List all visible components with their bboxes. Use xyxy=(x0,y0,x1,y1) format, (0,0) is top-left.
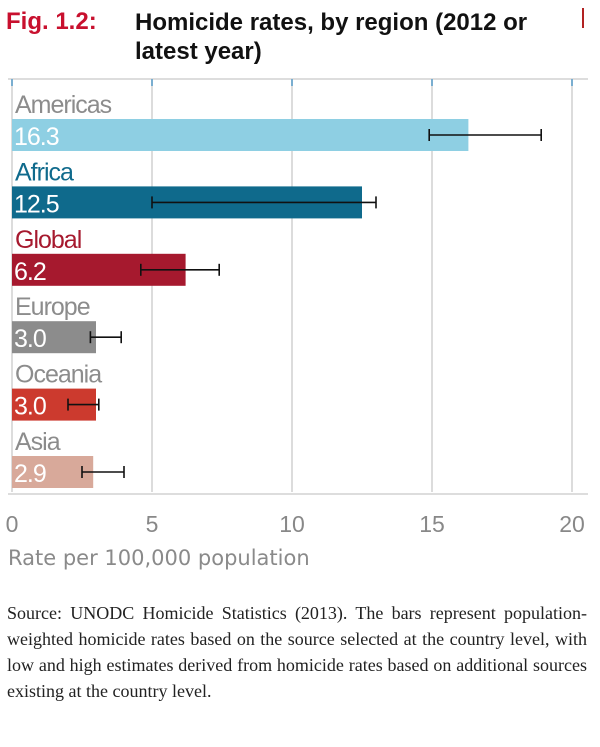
value-label: 6.2 xyxy=(14,258,46,286)
corner-mark xyxy=(582,8,584,28)
value-label: 2.9 xyxy=(14,460,46,488)
x-tick-label: 20 xyxy=(559,511,585,537)
bar xyxy=(12,456,94,488)
x-tick-label: 15 xyxy=(419,511,445,537)
category-label: Americas xyxy=(15,91,112,119)
value-label: 16.3 xyxy=(14,123,59,151)
x-tick-label: 0 xyxy=(6,511,19,537)
value-label: 3.0 xyxy=(14,393,46,421)
bar-chart: Americas 16.3 Africa 12.5 Global 6.2 Europe 3.0… xyxy=(6,78,588,537)
source-note: Source: UNODC Homicide Statistics (2013)… xyxy=(7,603,587,701)
value-label: 12.5 xyxy=(14,190,59,218)
x-axis-label: Rate per 100,000 population xyxy=(8,546,310,570)
chart-title: Homicide rates, by region (2012 or lates… xyxy=(135,9,528,65)
figure-label: Fig. 1.2: xyxy=(6,8,97,35)
category-label: Europe xyxy=(15,293,90,321)
value-label: 3.0 xyxy=(14,325,46,353)
x-tick-label: 10 xyxy=(279,511,305,537)
bar xyxy=(12,321,96,354)
bar xyxy=(12,119,469,151)
category-label: Oceania xyxy=(15,361,102,389)
category-label: Global xyxy=(15,226,81,254)
x-tick-label: 5 xyxy=(146,511,159,537)
category-label: Asia xyxy=(15,428,61,456)
category-label: Africa xyxy=(15,158,74,186)
